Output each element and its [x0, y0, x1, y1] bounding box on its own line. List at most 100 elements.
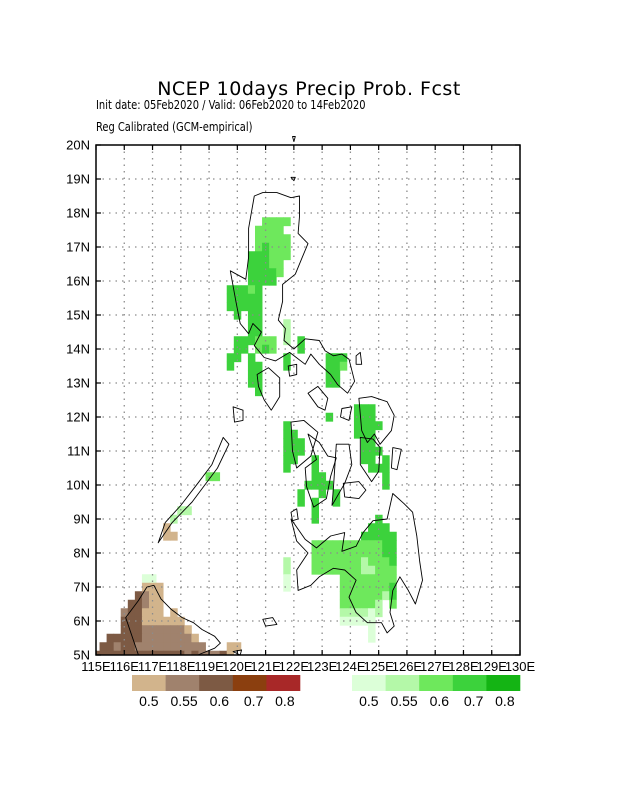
prob-cell: [247, 310, 256, 320]
lat-tick-label: 16N: [66, 274, 90, 289]
prob-cell: [240, 336, 249, 346]
prob-cell: [318, 489, 327, 499]
prob-cell: [382, 557, 390, 567]
legend-label: 0.55: [390, 693, 417, 709]
prob-cell: [283, 582, 291, 592]
prob-cell: [332, 353, 341, 363]
prob-cell: [247, 293, 256, 303]
prob-cell: [368, 540, 376, 550]
prob-cell: [361, 455, 369, 465]
prob-cell: [276, 234, 284, 244]
prob-cell: [269, 234, 277, 244]
prob-cell: [382, 565, 390, 575]
prob-cell: [163, 531, 171, 541]
prob-cell: [368, 421, 376, 431]
prob-cell: [325, 378, 334, 388]
coastline-segment: [290, 493, 423, 634]
prob-cell: [106, 633, 115, 643]
prob-cell: [353, 608, 362, 618]
prob-cell: [382, 480, 390, 490]
prob-cell: [149, 599, 157, 609]
lat-tick-label: 6N: [73, 614, 90, 629]
prob-cell: [99, 650, 107, 656]
prob-cell: [389, 540, 397, 550]
prob-cell: [170, 650, 178, 656]
prob-cell: [339, 353, 348, 363]
prob-cell: [318, 565, 327, 575]
prob-cell: [368, 582, 376, 592]
prob-cell: [247, 378, 256, 388]
prob-cell: [184, 642, 192, 652]
prob-cell: [361, 421, 369, 431]
prob-cell: [198, 642, 206, 652]
prob-cell: [255, 370, 263, 380]
prob-cell: [276, 225, 284, 235]
prob-cell: [134, 616, 143, 626]
prob-cell: [106, 642, 115, 652]
legend-below-normal: 0.5 0.55 0.6 0.7 0.8: [132, 675, 301, 709]
prob-cell: [361, 574, 369, 584]
lat-tick-label: 9N: [73, 512, 90, 527]
prob-cell: [276, 259, 284, 269]
prob-cell: [339, 608, 348, 618]
prob-cell: [283, 429, 291, 439]
coastline-segment: [304, 433, 337, 508]
legend-label: 0.8: [275, 693, 295, 709]
prob-cell: [311, 540, 319, 550]
prob-cell: [156, 625, 164, 635]
legend-label: 0.6: [210, 693, 230, 709]
lat-tick-label: 8N: [73, 546, 90, 561]
legend-label: 0.5: [139, 693, 159, 709]
prob-cell: [247, 336, 256, 346]
prob-cell: [184, 625, 192, 635]
coastline-segment: [307, 385, 329, 411]
longitude-labels: 115E116E117E118E119E120E121E122E123E124E…: [81, 659, 535, 674]
prob-cell: [297, 344, 305, 354]
prob-cell: [120, 608, 129, 618]
prob-cell: [255, 319, 263, 329]
prob-cell: [120, 633, 129, 643]
legend-label: 0.55: [170, 693, 197, 709]
graticule-grid: [96, 145, 520, 655]
prob-cell: [255, 234, 263, 244]
prob-cell: [283, 327, 291, 337]
prob-cell: [127, 616, 136, 626]
coastline-segment: [262, 617, 278, 627]
legend-swatch: [165, 675, 200, 691]
coastline-segment: [287, 363, 298, 377]
prob-cell: [283, 557, 291, 567]
prob-cell: [325, 557, 334, 567]
prob-cell: [134, 633, 143, 643]
prob-cell: [318, 540, 327, 550]
lon-tick-label: 127E: [420, 659, 451, 674]
prob-cell: [170, 625, 178, 635]
prob-cell: [346, 574, 355, 584]
prob-cell: [368, 429, 376, 439]
prob-cell: [233, 285, 242, 295]
prob-cell: [389, 582, 397, 592]
prob-cell: [325, 412, 334, 422]
prob-cell: [318, 480, 327, 490]
prob-cell: [375, 608, 383, 618]
prob-cell: [269, 268, 277, 278]
coastline-segment: [229, 192, 356, 394]
prob-cell: [353, 599, 362, 609]
legend-above-normal: 0.5 0.55 0.6 0.7 0.8: [352, 675, 521, 709]
prob-cell: [311, 472, 319, 482]
prob-cell: [262, 268, 270, 278]
prob-cell: [339, 540, 348, 550]
prob-cell: [353, 574, 362, 584]
coastline-segment: [355, 351, 363, 365]
prob-cell: [226, 650, 235, 656]
prob-cell: [382, 548, 390, 558]
prob-cell: [382, 531, 390, 541]
prob-cell: [389, 574, 397, 584]
prob-cell: [339, 574, 348, 584]
prob-cell: [368, 599, 376, 609]
prob-cell: [141, 574, 150, 584]
legend-label: 0.6: [430, 693, 450, 709]
prob-cell: [311, 548, 319, 558]
prob-cell: [283, 234, 291, 244]
prob-cell: [269, 217, 277, 227]
prob-cell: [283, 574, 291, 584]
